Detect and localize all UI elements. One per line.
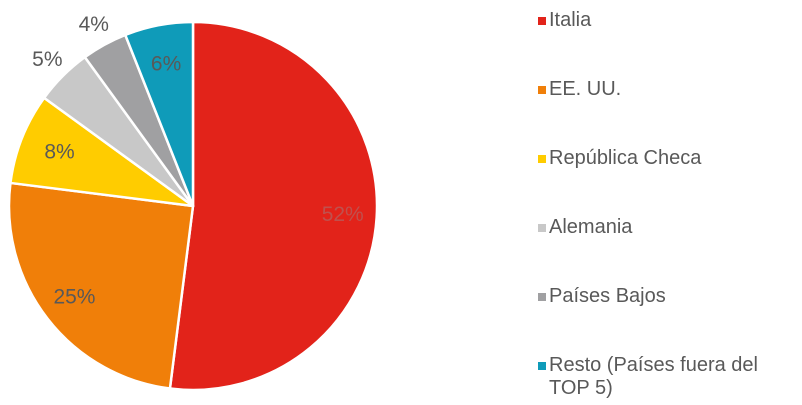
slice-labels: 52% 25% 8% 5% 4% 6%: [32, 13, 364, 308]
legend-item-paises-bajos: Países Bajos: [538, 285, 666, 307]
pie-slice-ee-uu: [7, 181, 195, 390]
pie-slices: [7, 20, 379, 392]
slice-label-ee-uu: 25%: [53, 285, 95, 308]
legend-label: EE. UU.: [549, 78, 621, 100]
legend-label: Italia: [549, 9, 592, 31]
legend-swatch: [538, 224, 546, 232]
legend-swatch: [538, 362, 546, 370]
slice-label-paises-bajos: 4%: [79, 13, 109, 36]
legend-item-resto-paises-fuera-del-top-5: Resto (Países fuera del TOP 5): [538, 354, 758, 399]
legend-label: República Checa: [549, 147, 702, 169]
legend-swatch: [538, 17, 546, 25]
pie-slice-republica-checa: [9, 96, 195, 208]
legend-swatch: [538, 86, 546, 94]
legend-swatch: [538, 293, 546, 301]
pie-slice-italia: [168, 20, 379, 392]
slice-label-italia: 52%: [322, 203, 364, 226]
slice-label-resto-paises-fuera-del-top-5: 6%: [151, 53, 181, 76]
legend-label: Países Bajos: [549, 285, 666, 307]
legend-label: Resto (Países fuera del TOP 5): [549, 354, 758, 399]
slice-label-republica-checa: 8%: [44, 141, 74, 164]
legend-item-italia: Italia: [538, 9, 592, 31]
legend-item-republica-checa: República Checa: [538, 147, 702, 169]
legend-label: Alemania: [549, 216, 633, 238]
slice-label-alemania: 5%: [32, 48, 62, 71]
legend: Italia EE. UU. República Checa Alemania País…: [538, 9, 758, 399]
legend-item-ee-uu: EE. UU.: [538, 78, 621, 100]
pie-slice-resto-paises-fuera-del-top-5: [124, 20, 195, 208]
legend-item-alemania: Alemania: [538, 216, 633, 238]
legend-swatch: [538, 155, 546, 163]
